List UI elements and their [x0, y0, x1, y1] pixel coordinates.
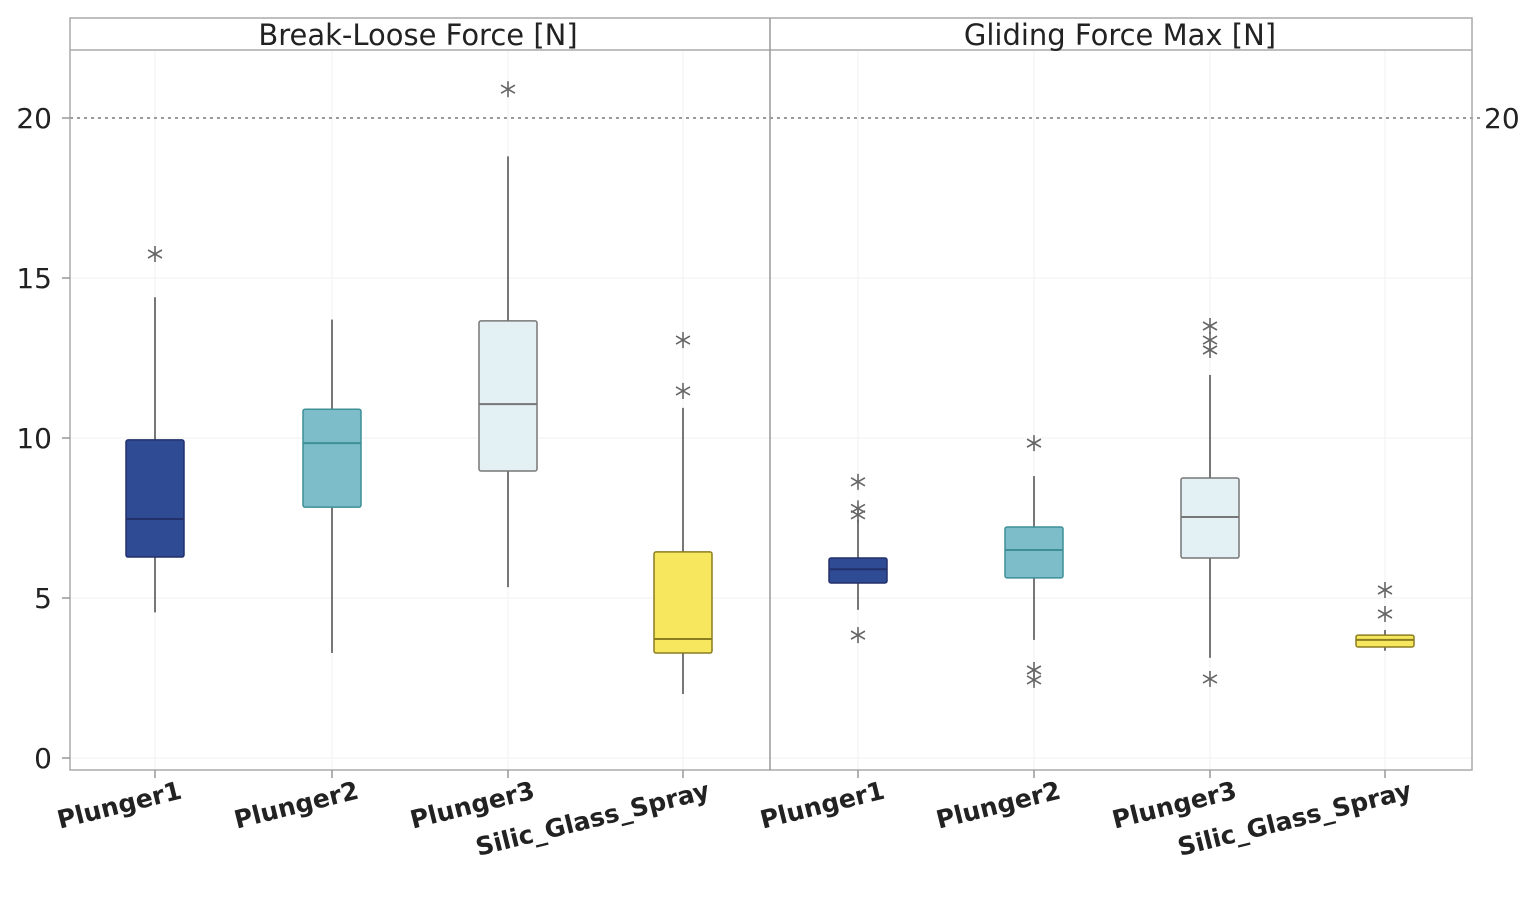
- outlier-marker: [147, 246, 163, 262]
- gridlines: [70, 50, 1480, 770]
- outlier-marker: [500, 81, 516, 98]
- panel-title-break-loose: Break-Loose Force [N]: [258, 18, 577, 52]
- box-marks: [125, 81, 1415, 778]
- box-silic_glass_spray: [1355, 634, 1415, 648]
- outlier-marker: [850, 500, 866, 517]
- right-y-tick-label: 20: [1484, 102, 1520, 135]
- box-plunger1: [828, 557, 888, 584]
- y-tick-label: 5: [34, 582, 52, 615]
- x-axis-labels: Plunger1 Plunger2 Plunger3Silic_Glass_Spra…: [54, 776, 1414, 862]
- panel-frames: [69, 17, 1473, 771]
- box-plunger1: [125, 439, 185, 558]
- outlier-marker: [850, 473, 866, 490]
- y-tick-label: 15: [16, 262, 52, 295]
- panel-title-gliding: Gliding Force Max [N]: [964, 18, 1276, 52]
- box-plunger2: [302, 408, 362, 508]
- outlier-marker: [675, 332, 691, 349]
- panel-titles: Break-Loose Force [N] Gliding Force Max …: [258, 18, 1276, 52]
- outlier-marker: [1026, 662, 1042, 678]
- outlier-marker: [1377, 606, 1393, 622]
- outlier-marker: [1377, 582, 1393, 598]
- x-tick-label: Plunger2: [933, 776, 1063, 835]
- plot-border: [69, 17, 1473, 771]
- outlier-marker: [1202, 670, 1218, 687]
- x-tick-label: Plunger2: [231, 776, 361, 835]
- y-axis: 0 5 10 15 20 20: [16, 102, 1519, 775]
- outlier-marker: [1202, 332, 1218, 349]
- outlier-marker: [1026, 435, 1042, 452]
- x-tick-label: Plunger1: [54, 776, 184, 835]
- y-tick-label: 10: [16, 422, 52, 455]
- y-tick-label: 20: [16, 102, 52, 135]
- outlier-marker: [850, 627, 866, 644]
- box-silic_glass_spray: [653, 551, 713, 654]
- outlier-marker: [675, 382, 691, 399]
- x-tick-label: Plunger1: [757, 776, 887, 835]
- y-tick-label: 0: [34, 742, 52, 775]
- outlier-marker: [1202, 318, 1218, 334]
- box-plunger3: [478, 320, 538, 472]
- box-plunger2: [1004, 526, 1064, 579]
